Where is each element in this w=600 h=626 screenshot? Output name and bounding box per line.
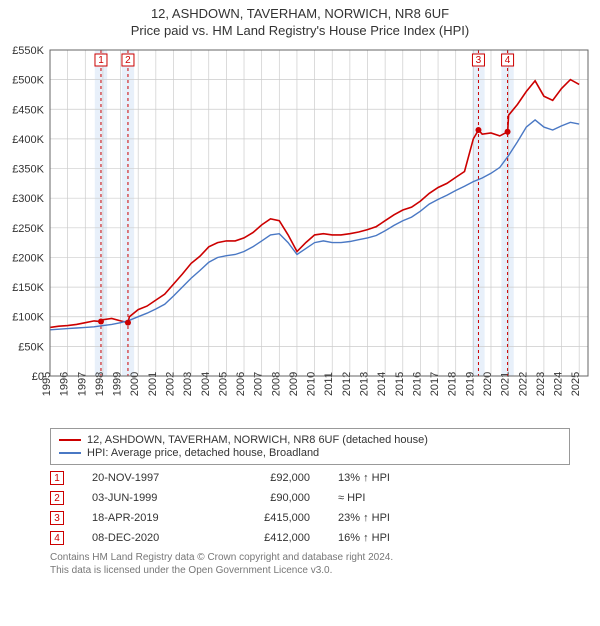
- svg-text:1996: 1996: [59, 372, 71, 396]
- svg-text:4: 4: [505, 55, 511, 66]
- svg-text:2024: 2024: [553, 372, 565, 396]
- transaction-table: 1 20-NOV-1997 £92,000 13% ↑ HPI 2 03-JUN-1999…: [50, 471, 570, 545]
- svg-text:1999: 1999: [112, 372, 124, 396]
- legend: 12, ASHDOWN, TAVERHAM, NORWICH, NR8 6UF …: [50, 428, 570, 465]
- transaction-price: £92,000: [230, 472, 310, 484]
- legend-swatch-price-paid: [59, 439, 81, 441]
- legend-label-hpi: HPI: Average price, detached house, Broa…: [87, 447, 319, 459]
- transaction-date: 18-APR-2019: [92, 512, 202, 524]
- svg-text:1: 1: [98, 55, 104, 66]
- svg-text:£400K: £400K: [12, 134, 44, 146]
- transaction-row: 4 08-DEC-2020 £412,000 16% ↑ HPI: [50, 531, 570, 545]
- svg-text:2007: 2007: [253, 372, 265, 396]
- chart-svg: £0£50K£100K£150K£200K£250K£300K£350K£400…: [0, 44, 600, 424]
- transaction-row: 2 03-JUN-1999 £90,000 ≈ HPI: [50, 491, 570, 505]
- svg-text:2016: 2016: [411, 372, 423, 396]
- svg-text:£200K: £200K: [12, 252, 44, 264]
- chart-title: 12, ASHDOWN, TAVERHAM, NORWICH, NR8 6UF: [0, 6, 600, 21]
- transaction-marker: 1: [50, 471, 64, 485]
- svg-text:£300K: £300K: [12, 193, 44, 205]
- svg-text:£350K: £350K: [12, 164, 44, 176]
- transaction-date: 20-NOV-1997: [92, 472, 202, 484]
- chart-area: £0£50K£100K£150K£200K£250K£300K£350K£400…: [0, 44, 600, 424]
- svg-text:£150K: £150K: [12, 282, 44, 294]
- svg-text:£50K: £50K: [18, 341, 44, 353]
- footer: Contains HM Land Registry data © Crown c…: [50, 551, 570, 577]
- svg-text:2020: 2020: [482, 372, 494, 396]
- svg-text:2018: 2018: [447, 372, 459, 396]
- svg-text:2021: 2021: [500, 372, 512, 396]
- svg-text:£500K: £500K: [12, 75, 44, 87]
- transaction-price: £90,000: [230, 492, 310, 504]
- svg-text:2008: 2008: [270, 372, 282, 396]
- chart-subtitle: Price paid vs. HM Land Registry's House …: [0, 23, 600, 38]
- svg-text:2001: 2001: [147, 372, 159, 396]
- transaction-marker: 4: [50, 531, 64, 545]
- transaction-note: 13% ↑ HPI: [338, 472, 438, 484]
- legend-row-price-paid: 12, ASHDOWN, TAVERHAM, NORWICH, NR8 6UF …: [59, 434, 561, 446]
- svg-text:1997: 1997: [76, 372, 88, 396]
- transaction-note: ≈ HPI: [338, 492, 438, 504]
- svg-text:2010: 2010: [306, 372, 318, 396]
- transaction-price: £415,000: [230, 512, 310, 524]
- svg-text:2005: 2005: [217, 372, 229, 396]
- svg-text:2014: 2014: [376, 372, 388, 396]
- svg-text:2019: 2019: [464, 372, 476, 396]
- legend-swatch-hpi: [59, 452, 81, 454]
- svg-text:2: 2: [125, 55, 131, 66]
- transaction-marker: 2: [50, 491, 64, 505]
- svg-text:2013: 2013: [359, 372, 371, 396]
- svg-text:3: 3: [476, 55, 482, 66]
- svg-text:2012: 2012: [341, 372, 353, 396]
- transaction-note: 23% ↑ HPI: [338, 512, 438, 524]
- transaction-row: 1 20-NOV-1997 £92,000 13% ↑ HPI: [50, 471, 570, 485]
- footer-line1: Contains HM Land Registry data © Crown c…: [50, 551, 570, 564]
- legend-row-hpi: HPI: Average price, detached house, Broa…: [59, 447, 561, 459]
- legend-label-price-paid: 12, ASHDOWN, TAVERHAM, NORWICH, NR8 6UF …: [87, 434, 428, 446]
- svg-text:£450K: £450K: [12, 104, 44, 116]
- transaction-date: 08-DEC-2020: [92, 532, 202, 544]
- svg-text:£250K: £250K: [12, 223, 44, 235]
- svg-text:2004: 2004: [200, 372, 212, 396]
- transaction-price: £412,000: [230, 532, 310, 544]
- svg-text:2003: 2003: [182, 372, 194, 396]
- svg-text:£100K: £100K: [12, 312, 44, 324]
- svg-text:2006: 2006: [235, 372, 247, 396]
- svg-text:2022: 2022: [517, 372, 529, 396]
- transaction-note: 16% ↑ HPI: [338, 532, 438, 544]
- svg-text:2017: 2017: [429, 372, 441, 396]
- transaction-row: 3 18-APR-2019 £415,000 23% ↑ HPI: [50, 511, 570, 525]
- transaction-marker: 3: [50, 511, 64, 525]
- svg-text:2023: 2023: [535, 372, 547, 396]
- svg-text:2000: 2000: [129, 372, 141, 396]
- svg-text:1998: 1998: [94, 372, 106, 396]
- svg-text:2015: 2015: [394, 372, 406, 396]
- svg-text:2002: 2002: [164, 372, 176, 396]
- svg-text:£550K: £550K: [12, 45, 44, 57]
- footer-line2: This data is licensed under the Open Gov…: [50, 564, 570, 577]
- svg-text:2009: 2009: [288, 372, 300, 396]
- svg-text:2025: 2025: [570, 372, 582, 396]
- svg-text:1995: 1995: [41, 372, 53, 396]
- transaction-date: 03-JUN-1999: [92, 492, 202, 504]
